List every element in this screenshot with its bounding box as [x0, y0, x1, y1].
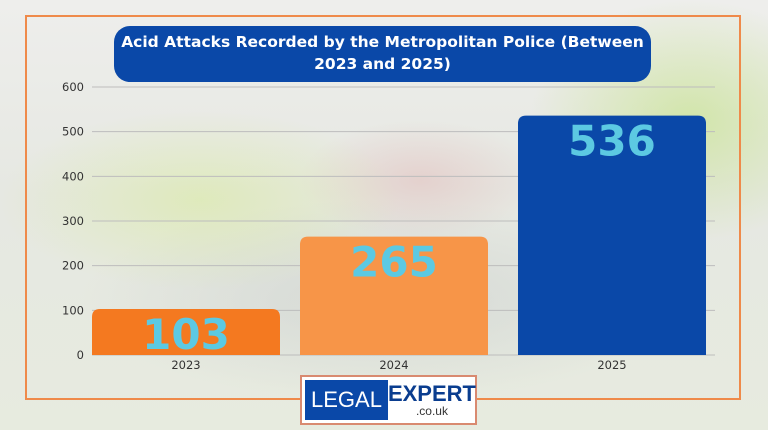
x-tick-label: 2024: [379, 358, 408, 372]
y-tick-label: 400: [62, 169, 84, 183]
y-tick-label: 0: [77, 348, 84, 362]
bar-2024: [300, 236, 488, 355]
y-tick-label: 300: [62, 214, 84, 228]
logo-expert: EXPERT: [387, 380, 476, 406]
x-tick-label: 2025: [597, 358, 626, 372]
data-label: 265: [350, 238, 438, 287]
x-tick-label: 2023: [171, 358, 200, 372]
y-tick-label: 100: [62, 303, 84, 317]
y-tick-label: 200: [62, 259, 84, 273]
y-tick-label: 600: [62, 80, 84, 94]
bar-2023: [92, 308, 280, 355]
bar-2025: [518, 115, 706, 355]
chart-title: Acid Attacks Recorded by the Metropolita…: [114, 26, 651, 82]
legal-expert-logo: LEGAL EXPERT .co.uk: [300, 375, 477, 425]
data-label: 536: [568, 117, 656, 166]
logo-legal: LEGAL: [305, 380, 388, 420]
logo-domain: .co.uk: [415, 403, 448, 418]
data-label: 103: [142, 310, 230, 359]
y-tick-label: 500: [62, 125, 84, 139]
